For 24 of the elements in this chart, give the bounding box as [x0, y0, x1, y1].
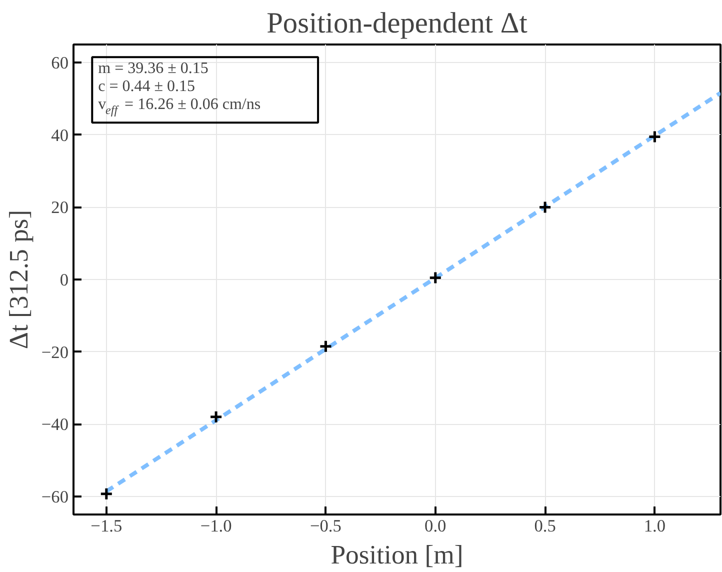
point	[538, 200, 552, 214]
y-tick-label: −20	[41, 342, 69, 362]
point	[100, 487, 114, 501]
x-tick-label: −0.5	[310, 516, 342, 536]
x-tick-label: −1.0	[200, 516, 232, 536]
y-tick-label: −40	[41, 415, 69, 434]
x-tick-label: −1.5	[90, 516, 122, 536]
x-tick-label: 1.0	[644, 516, 666, 536]
point	[648, 130, 662, 144]
y-tick-label: 20	[51, 198, 68, 218]
y-tick-label: 0	[60, 270, 69, 290]
x-axis-title: Position [m]	[330, 540, 464, 570]
y-tick-label: 40	[51, 126, 68, 145]
y-tick-label: −60	[41, 487, 69, 506]
x-tick-label: 0.5	[534, 516, 556, 536]
chart-title: Position-dependent Δt	[266, 8, 528, 40]
point	[428, 270, 442, 284]
annotation: m = 39.36 ± 0.15	[98, 60, 208, 78]
y-axis-title: Δt [312.5 ps]	[3, 210, 34, 350]
point	[209, 410, 223, 424]
y-tick-label: 60	[51, 54, 68, 73]
annotation: c = 0.44 ± 0.15	[98, 78, 196, 96]
x-tick-label: 0.0	[424, 516, 446, 536]
point	[318, 340, 332, 354]
